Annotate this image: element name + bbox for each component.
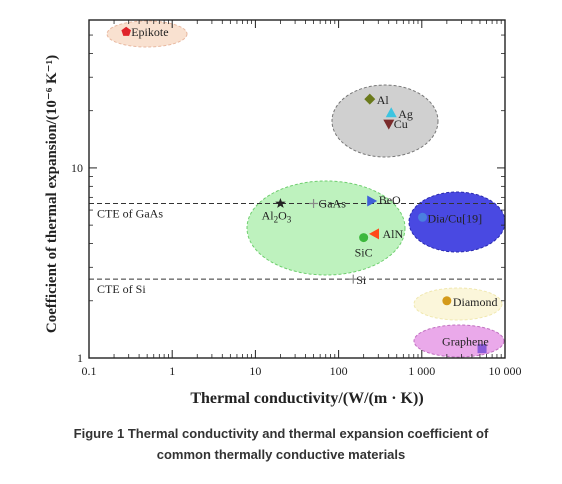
point-marker-al [364,93,376,105]
point-marker-graphene [477,344,487,354]
x-tick-label: 100 [330,364,348,378]
point-marker-dia-cu-19 [418,212,428,222]
point-label-aln: AlN [382,227,403,241]
point-marker-gaas [309,198,319,208]
point-label-sic: SiC [355,246,373,260]
y-tick-label: 10 [71,161,83,175]
point-label-graphene: Graphene [442,335,489,349]
x-tick-label: 10 000 [489,364,522,378]
x-tick-label: 1 [169,364,175,378]
point-marker-sic [359,233,369,243]
point-marker-si [348,274,358,284]
point-marker-beo [367,195,378,207]
point-marker-cu [383,119,395,130]
point-label-dia-cu-19: Dia/Cu[19] [428,211,483,225]
x-tick-label: 0.1 [82,364,97,378]
y-axis-ticks [89,19,505,359]
caption-line-1: Figure 1 Thermal conductivity and therma… [73,426,489,441]
figure-caption: Figure 1 Thermal conductivity and therma… [0,423,562,465]
x-axis-ticks [88,20,506,358]
point-label-diamond: Diamond [453,295,498,309]
region-diamond [413,287,503,321]
point-label-cu: Cu [394,117,408,131]
x-axis-label: Thermal conductivity/(W/(m · K)) [190,390,423,407]
point-label-al: Al [377,93,390,107]
point-label-si: Si [356,273,367,287]
point-label-epikote: Epikote [131,25,168,39]
y-tick-label: 1 [77,351,83,365]
point-marker-epikote [121,26,131,36]
y-axis-label: Coefficient of thermal expansion/(10⁻⁶ K… [44,55,60,333]
plot-frame [88,19,506,359]
reference-label-cte-of-gaas: CTE of GaAs [97,206,163,220]
chart: CTE of GaAs CTE of Si 0.1 1 10 100 1 000 10 000… [44,19,522,407]
x-tick-label: 10 [249,364,261,378]
point-label-ag: Ag [398,107,413,121]
point-label-al2o3: Al2O3 [262,208,292,224]
region-ceramic [246,180,406,276]
point-marker-ag [385,107,397,118]
point-marker-al2o3 [275,198,286,208]
x-tick-label: 1 000 [408,364,435,378]
point-marker-aln [368,228,379,240]
point-label-beo: BeO [379,193,401,207]
caption-line-2: common thermally conductive materials [156,447,406,462]
reference-label-cte-of-si: CTE of Si [97,282,146,296]
point-label-gaas: GaAs [319,196,347,210]
point-marker-diamond [442,296,452,306]
